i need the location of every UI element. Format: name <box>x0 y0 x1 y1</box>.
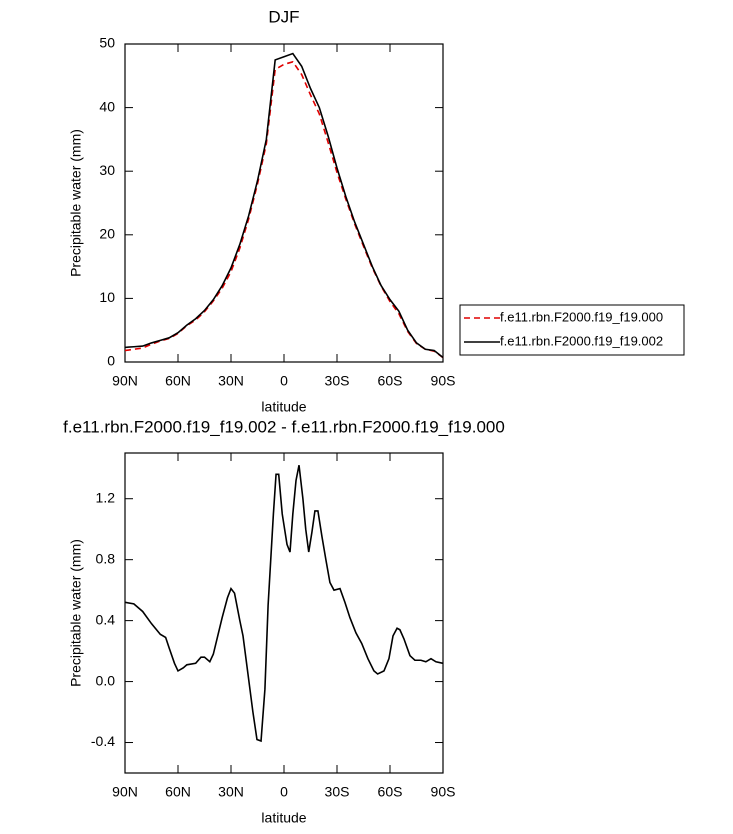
y-tick-label: 0 <box>107 353 115 369</box>
legend-label: f.e11.rbn.F2000.f19_f19.000 <box>500 309 663 324</box>
y-axis-label: Precipitable water (mm) <box>68 129 84 277</box>
x-axis-label: latitude <box>261 399 306 415</box>
data-line <box>124 465 444 743</box>
y-tick-label: 40 <box>99 98 115 114</box>
x-tick-label: 60N <box>165 373 191 389</box>
x-tick-label: 90N <box>112 373 138 389</box>
x-tick-label: 60S <box>378 784 403 800</box>
chart-title: f.e11.rbn.F2000.f19_f19.002 - f.e11.rbn.… <box>63 417 505 436</box>
chart-title: DJF <box>268 7 299 26</box>
y-tick-label: 0.0 <box>96 672 116 688</box>
x-tick-label: 30N <box>218 373 244 389</box>
y-tick-label: 50 <box>99 35 115 51</box>
data-line <box>124 52 444 359</box>
x-tick-label: 0 <box>280 784 288 800</box>
x-tick-label: 30N <box>218 784 244 800</box>
legend-box <box>459 304 685 356</box>
x-tick-label: 90N <box>112 784 138 800</box>
plot-frame <box>124 43 444 363</box>
y-tick-label: 30 <box>99 162 115 178</box>
legend-label: f.e11.rbn.F2000.f19_f19.002 <box>500 333 663 348</box>
x-tick-label: 90S <box>431 784 456 800</box>
x-tick-label: 0 <box>280 373 288 389</box>
y-axis-label: Precipitable water (mm) <box>68 539 84 687</box>
plot-frame <box>124 452 444 774</box>
y-tick-label: 0.8 <box>96 550 116 566</box>
y-tick-label: 20 <box>99 226 115 242</box>
x-tick-label: 90S <box>431 373 456 389</box>
x-tick-label: 30S <box>325 784 350 800</box>
x-axis-label: latitude <box>261 810 306 826</box>
data-line <box>124 60 444 359</box>
y-tick-label: -0.4 <box>91 733 115 749</box>
y-tick-label: 1.2 <box>96 489 116 505</box>
y-tick-label: 0.4 <box>96 611 116 627</box>
y-tick-label: 10 <box>99 289 115 305</box>
x-tick-label: 60S <box>378 373 403 389</box>
x-tick-label: 30S <box>325 373 350 389</box>
x-tick-label: 60N <box>165 784 191 800</box>
